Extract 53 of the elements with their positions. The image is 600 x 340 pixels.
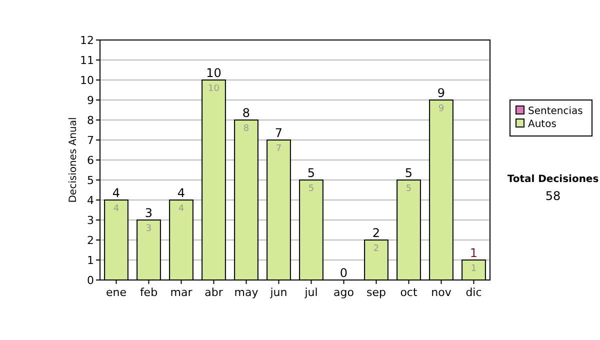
total-label: 10 bbox=[206, 66, 222, 80]
y-tick-label: 12 bbox=[80, 34, 94, 47]
total-label: 4 bbox=[112, 186, 120, 200]
y-axis-title: Decisiones Anual bbox=[68, 117, 79, 203]
x-tick-label: feb bbox=[140, 286, 158, 299]
x-tick-label: ago bbox=[334, 286, 354, 299]
y-tick-label: 1 bbox=[87, 254, 94, 267]
x-tick-label: dic bbox=[466, 286, 482, 299]
x-tick-label: nov bbox=[431, 286, 452, 299]
data-label: 8 bbox=[243, 124, 250, 134]
y-tick-label: 0 bbox=[87, 274, 94, 287]
total-label: 0 bbox=[340, 266, 348, 280]
y-tick-label: 4 bbox=[87, 194, 94, 207]
text: Total Decisiones bbox=[507, 174, 599, 185]
x-tick-label: jul bbox=[304, 286, 318, 299]
total-label: 7 bbox=[274, 126, 283, 140]
y-tick-label: 9 bbox=[87, 94, 94, 107]
data-label: 3 bbox=[146, 224, 152, 234]
data-label: 7 bbox=[276, 144, 282, 154]
x-tick-label: sep bbox=[366, 286, 386, 299]
data-label: 4 bbox=[178, 204, 184, 214]
x-tick-label: mar bbox=[170, 286, 193, 299]
total-label: 3 bbox=[144, 206, 153, 220]
data-label: 9 bbox=[438, 104, 444, 114]
legend-label: Autos bbox=[528, 119, 556, 130]
y-tick-label: 3 bbox=[87, 214, 94, 227]
total-label: 1 bbox=[470, 246, 478, 260]
total-label: 8 bbox=[242, 106, 250, 120]
x-tick-label: abr bbox=[204, 286, 224, 299]
data-label: 4 bbox=[113, 204, 120, 214]
text: 58 bbox=[545, 189, 561, 203]
total-label: 5 bbox=[404, 166, 413, 180]
total-label: 5 bbox=[307, 166, 316, 180]
x-tick-label: jun bbox=[269, 286, 288, 299]
y-tick-label: 6 bbox=[87, 154, 94, 167]
legend-label: Sentencias bbox=[528, 106, 583, 117]
x-tick-label: may bbox=[234, 286, 259, 299]
total-label: 2 bbox=[372, 226, 380, 240]
data-label: 2 bbox=[373, 244, 380, 254]
data-label: 10 bbox=[208, 84, 220, 94]
y-tick-label: 10 bbox=[80, 74, 94, 87]
y-tick-label: 8 bbox=[87, 114, 94, 127]
y-tick-label: 2 bbox=[87, 234, 94, 247]
y-tick-label: 5 bbox=[87, 174, 94, 187]
data-label: 1 bbox=[470, 264, 477, 274]
data-label: 5 bbox=[308, 184, 314, 194]
total-label: 4 bbox=[177, 186, 186, 200]
total-label: 9 bbox=[437, 86, 446, 100]
x-tick-label: oct bbox=[400, 286, 418, 299]
x-tick-label: ene bbox=[106, 286, 127, 299]
y-tick-label: 7 bbox=[87, 134, 94, 147]
y-tick-label: 11 bbox=[80, 54, 94, 67]
data-label: 5 bbox=[406, 184, 412, 194]
